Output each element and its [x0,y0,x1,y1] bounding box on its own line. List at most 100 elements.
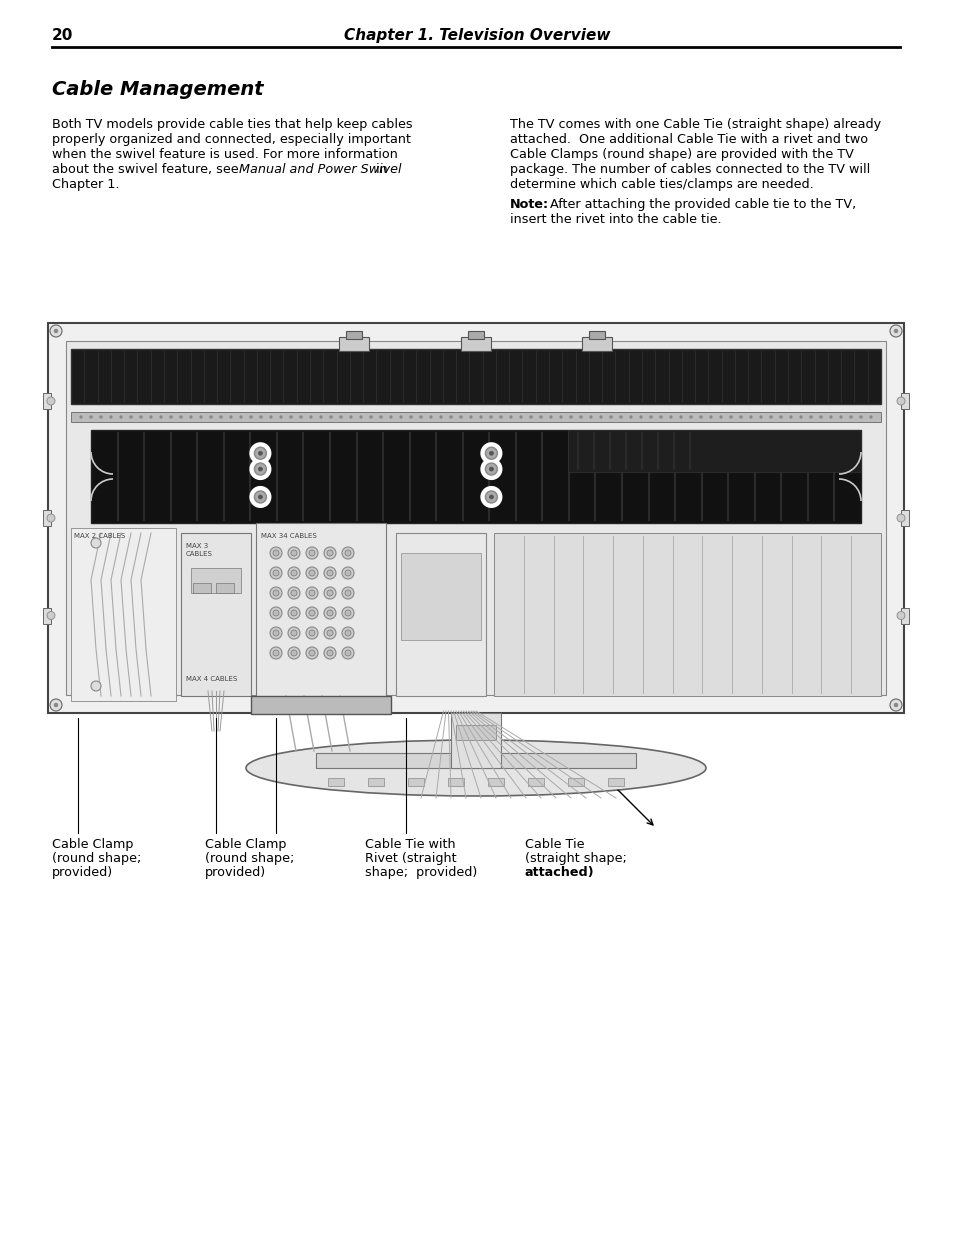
Circle shape [309,590,314,597]
Circle shape [289,415,293,419]
Circle shape [369,415,372,419]
Circle shape [324,647,335,659]
Circle shape [759,415,761,419]
Circle shape [139,415,142,419]
Circle shape [270,627,282,638]
Text: insert the rivet into the cable tie.: insert the rivet into the cable tie. [510,212,720,226]
Circle shape [306,567,317,579]
Circle shape [499,415,502,419]
Circle shape [389,415,392,419]
Circle shape [324,547,335,559]
Circle shape [529,415,532,419]
Circle shape [309,550,314,556]
Circle shape [179,415,182,419]
Circle shape [689,415,692,419]
Circle shape [50,325,62,337]
Circle shape [99,415,102,419]
Circle shape [749,415,752,419]
Ellipse shape [246,740,705,797]
Circle shape [288,587,299,599]
Circle shape [258,467,262,471]
Bar [460,337,491,351]
Bar [900,608,908,624]
Text: Manual and Power Swivel: Manual and Power Swivel [239,163,401,177]
Circle shape [199,415,202,419]
Circle shape [349,415,352,419]
Circle shape [269,415,273,419]
Circle shape [379,415,382,419]
Text: Rivet (straight: Rivet (straight [365,852,456,864]
Circle shape [291,650,296,656]
Circle shape [291,610,296,616]
Circle shape [324,627,335,638]
Circle shape [47,611,55,620]
Bar [607,778,623,785]
Text: Cable Clamp: Cable Clamp [205,839,286,851]
Circle shape [848,415,852,419]
Circle shape [250,487,270,506]
Circle shape [789,415,792,419]
Bar [43,608,51,624]
Circle shape [896,396,904,405]
Bar [181,534,251,697]
Circle shape [288,606,299,619]
Circle shape [291,571,296,576]
Circle shape [190,415,193,419]
Text: Chapter 1. Television Overview: Chapter 1. Television Overview [343,28,610,43]
Circle shape [589,415,592,419]
Circle shape [839,415,841,419]
Text: MAX 3
CABLES: MAX 3 CABLES [186,543,213,557]
Circle shape [306,606,317,619]
Bar [71,350,880,404]
Circle shape [306,647,317,659]
Circle shape [649,415,652,419]
Circle shape [288,647,299,659]
Bar [448,778,463,785]
Text: (straight shape;: (straight shape; [524,852,626,864]
Text: in: in [372,163,387,177]
Circle shape [159,415,162,419]
Circle shape [341,547,354,559]
Circle shape [119,415,122,419]
Circle shape [273,610,278,616]
Circle shape [90,415,92,419]
Circle shape [150,415,152,419]
Text: Cable Clamps (round shape) are provided with the TV: Cable Clamps (round shape) are provided … [510,148,853,161]
Text: provided): provided) [205,866,266,879]
Circle shape [210,415,213,419]
Text: 20: 20 [52,28,73,43]
Circle shape [327,550,333,556]
Bar [43,393,51,409]
Circle shape [659,415,661,419]
Circle shape [896,514,904,522]
Circle shape [609,415,612,419]
Circle shape [324,567,335,579]
Text: Cable Tie: Cable Tie [524,839,584,851]
Circle shape [485,447,497,459]
Circle shape [309,571,314,576]
Bar [568,430,861,472]
Circle shape [79,415,82,419]
Bar [215,583,233,593]
Circle shape [489,467,493,471]
Circle shape [130,415,132,419]
Circle shape [230,415,233,419]
Circle shape [618,415,622,419]
Circle shape [91,538,101,548]
Bar [43,510,51,526]
Circle shape [250,459,270,479]
Circle shape [489,495,493,499]
Circle shape [485,463,497,475]
Circle shape [598,415,602,419]
Bar [328,778,344,785]
Bar [900,393,908,409]
Bar [456,725,496,740]
Circle shape [479,415,482,419]
Circle shape [639,415,641,419]
Bar [66,341,885,695]
Bar [48,324,903,713]
Text: Chapter 1.: Chapter 1. [52,178,119,191]
Circle shape [309,630,314,636]
Circle shape [549,415,552,419]
Bar [395,534,485,697]
